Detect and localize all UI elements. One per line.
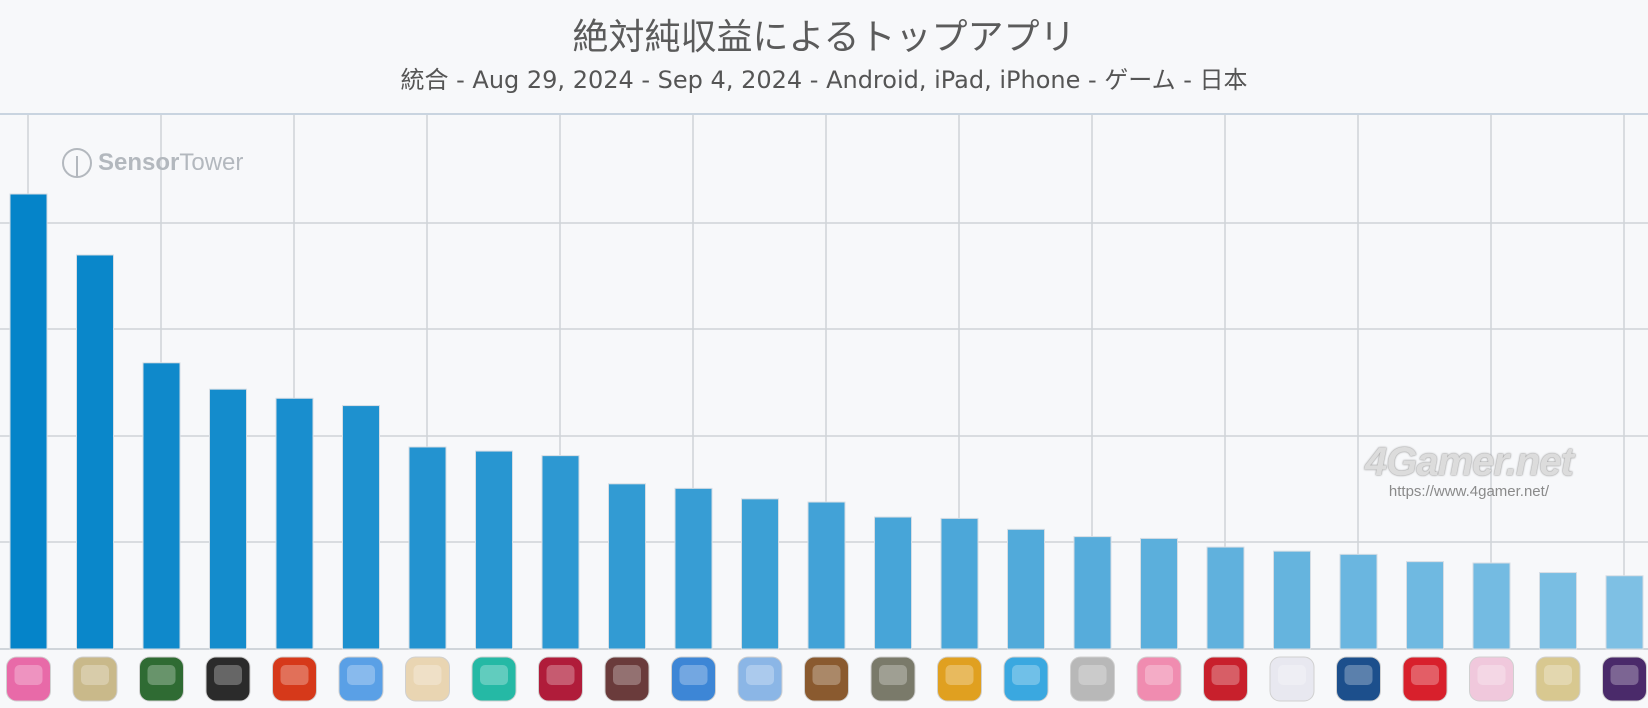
bar-20[interactable] [1273, 550, 1311, 650]
fourgamer-url: https://www.4gamer.net/ [1388, 483, 1549, 500]
bar-6[interactable] [342, 405, 380, 650]
sensor-tower-watermark: SensorTower [62, 148, 243, 178]
bar-4[interactable] [209, 388, 247, 650]
app-icon-5[interactable] [272, 656, 317, 702]
bar-23[interactable] [1472, 562, 1511, 650]
bar-5[interactable] [275, 397, 314, 650]
app-icon-12[interactable] [737, 656, 783, 702]
watermark-tower-text: Tower [179, 149, 244, 176]
bar-14[interactable] [874, 516, 912, 650]
app-icon-9[interactable] [538, 656, 583, 702]
app-icon-6[interactable] [338, 656, 384, 702]
sensor-tower-logo-icon [62, 148, 92, 178]
app-icon-16[interactable] [1003, 656, 1049, 702]
app-icon-1[interactable] [6, 656, 51, 702]
app-icon-17[interactable] [1070, 656, 1115, 702]
app-icon-11[interactable] [671, 656, 716, 702]
app-icon-25[interactable] [1602, 656, 1647, 702]
bar-1[interactable] [9, 193, 48, 650]
app-icon-13[interactable] [804, 656, 849, 702]
bar-8[interactable] [475, 450, 513, 650]
app-icon-21[interactable] [1336, 656, 1381, 702]
header-divider [0, 113, 1648, 115]
bar-11[interactable] [674, 487, 713, 650]
bar-17[interactable] [1073, 536, 1112, 650]
app-icon-7[interactable] [405, 656, 450, 702]
bar-18[interactable] [1140, 537, 1178, 650]
bar-22[interactable] [1406, 561, 1444, 650]
app-icon-15[interactable] [937, 656, 982, 702]
chart-title: 絶対純収益によるトップアプリ [572, 17, 1076, 58]
app-icon-23[interactable] [1469, 656, 1514, 702]
app-icon-8[interactable] [471, 656, 517, 702]
app-icon-18[interactable] [1136, 656, 1182, 702]
bar-24[interactable] [1539, 572, 1577, 650]
bar-15[interactable] [940, 517, 979, 650]
fourgamer-logo: 4Gamer.net [1365, 440, 1574, 484]
app-icon-2[interactable] [72, 656, 118, 702]
bar-12[interactable] [741, 498, 779, 650]
bar-9[interactable] [541, 455, 580, 650]
fourgamer-watermark: 4Gamer.net https://www.4gamer.net/ [1365, 440, 1574, 500]
app-icon-20[interactable] [1269, 656, 1315, 702]
bar-3[interactable] [142, 362, 181, 650]
app-icon-10[interactable] [604, 656, 650, 702]
app-icon-22[interactable] [1402, 656, 1448, 702]
chart-subtitle: 統合 - Aug 29, 2024 - Sep 4, 2024 - Androi… [400, 66, 1248, 94]
bar-2[interactable] [76, 254, 114, 650]
app-icon-14[interactable] [870, 656, 916, 702]
app-icon-24[interactable] [1535, 656, 1581, 702]
watermark-sensor-text: Sensor [98, 149, 180, 176]
bar-13[interactable] [807, 501, 846, 650]
bar-7[interactable] [408, 446, 447, 650]
bar-19[interactable] [1206, 546, 1245, 650]
bar-21[interactable] [1339, 553, 1378, 650]
app-icon-3[interactable] [139, 656, 184, 702]
app-icon-4[interactable] [205, 656, 251, 702]
bar-16[interactable] [1007, 528, 1045, 650]
bar-25[interactable] [1605, 575, 1644, 650]
bar-10[interactable] [608, 483, 646, 650]
app-icon-19[interactable] [1203, 656, 1248, 702]
